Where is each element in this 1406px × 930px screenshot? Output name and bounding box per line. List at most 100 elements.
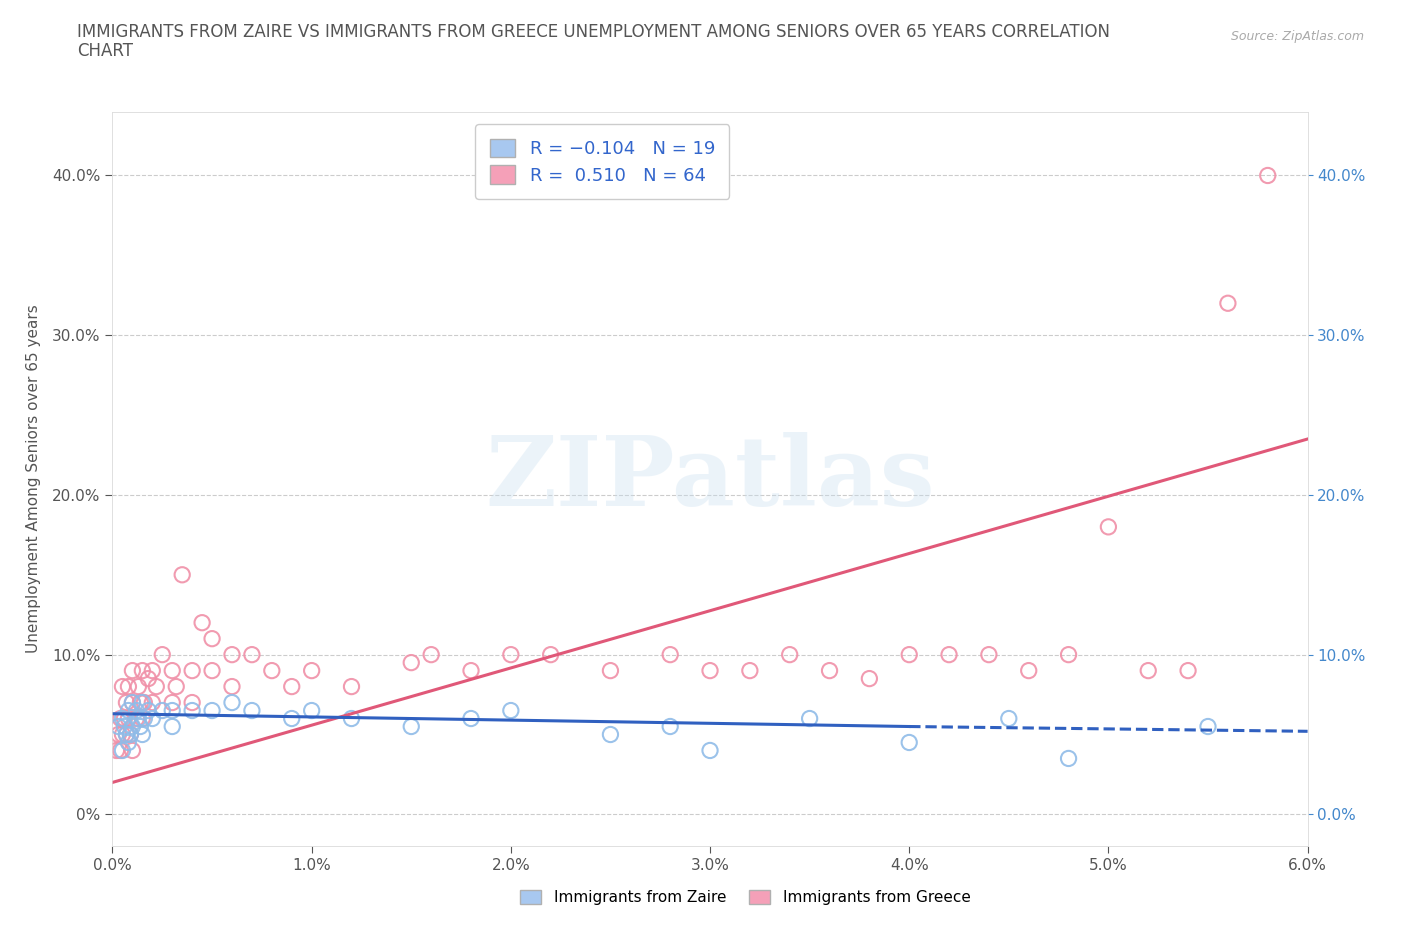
Point (110, 711, 132, 726)
Point (131, 663, 153, 678)
Point (977, 647, 1000, 662)
Point (1177, 663, 1199, 678)
Point (699, 743, 721, 758)
Point (131, 711, 153, 726)
Point (191, 616, 214, 631)
Point (401, 719, 423, 734)
Point (938, 647, 960, 662)
Text: Source: ZipAtlas.com: Source: ZipAtlas.com (1230, 30, 1364, 43)
Point (150, 647, 173, 662)
Point (460, 663, 482, 678)
Point (117, 703, 139, 718)
Point (138, 671, 160, 686)
Point (181, 703, 204, 718)
Point (125, 711, 148, 726)
Point (150, 703, 173, 718)
Point (201, 703, 224, 718)
Point (221, 679, 243, 694)
Point (1057, 647, 1080, 662)
Text: CHART: CHART (77, 42, 134, 60)
Point (165, 679, 187, 694)
Point (111, 743, 134, 758)
Point (240, 647, 263, 662)
Point (115, 727, 138, 742)
Point (117, 711, 139, 726)
Point (162, 695, 183, 710)
Legend: Immigrants from Zaire, Immigrants from Greece: Immigrants from Zaire, Immigrants from G… (512, 883, 979, 913)
Point (221, 695, 243, 710)
Point (738, 663, 761, 678)
Point (121, 743, 143, 758)
Point (129, 695, 152, 710)
Point (120, 727, 142, 742)
Point (281, 679, 304, 694)
Point (141, 695, 163, 710)
Text: IMMIGRANTS FROM ZAIRE VS IMMIGRANTS FROM GREECE UNEMPLOYMENT AMONG SENIORS OVER : IMMIGRANTS FROM ZAIRE VS IMMIGRANTS FROM… (77, 23, 1111, 41)
Point (131, 727, 153, 742)
Point (145, 679, 167, 694)
Point (107, 727, 129, 742)
Point (799, 711, 821, 726)
Point (779, 647, 801, 662)
Point (858, 671, 880, 686)
Point (499, 647, 522, 662)
Point (420, 647, 443, 662)
Point (120, 727, 142, 742)
Point (162, 703, 183, 718)
Legend: R = −0.104   N = 19, R =  0.510   N = 64: R = −0.104 N = 19, R = 0.510 N = 64 (475, 125, 730, 199)
Point (1257, 168, 1279, 183)
Point (998, 711, 1021, 726)
Point (162, 719, 183, 734)
Point (659, 719, 682, 734)
Point (127, 711, 149, 726)
Point (281, 711, 304, 726)
Point (117, 679, 139, 694)
Point (1057, 751, 1080, 766)
Point (599, 663, 621, 678)
Point (699, 663, 721, 678)
Point (340, 711, 363, 726)
Point (138, 703, 160, 718)
Point (115, 695, 138, 710)
Point (1216, 296, 1239, 311)
Point (129, 719, 152, 734)
Point (181, 695, 204, 710)
Point (898, 735, 921, 750)
Point (107, 719, 129, 734)
Point (181, 663, 204, 678)
Point (111, 679, 134, 694)
Point (460, 711, 482, 726)
Point (221, 647, 243, 662)
Point (121, 719, 143, 734)
Point (1018, 663, 1040, 678)
Point (111, 727, 134, 742)
Point (659, 647, 682, 662)
Point (260, 663, 283, 678)
Point (540, 647, 562, 662)
Point (301, 663, 323, 678)
Point (127, 679, 149, 694)
Point (121, 695, 143, 710)
Y-axis label: Unemployment Among Seniors over 65 years: Unemployment Among Seniors over 65 years (27, 305, 41, 653)
Point (201, 631, 224, 646)
Point (121, 663, 143, 678)
Point (599, 727, 621, 742)
Text: ZIPatlas: ZIPatlas (485, 432, 935, 526)
Point (1137, 663, 1160, 678)
Point (162, 663, 183, 678)
Point (115, 727, 138, 742)
Point (898, 647, 921, 662)
Point (301, 703, 323, 718)
Point (125, 703, 148, 718)
Point (114, 711, 135, 726)
Point (240, 703, 263, 718)
Point (172, 567, 194, 582)
Point (1197, 719, 1219, 734)
Point (131, 695, 153, 710)
Point (134, 711, 156, 726)
Point (121, 695, 143, 710)
Point (340, 679, 363, 694)
Point (401, 656, 423, 671)
Point (134, 695, 156, 710)
Point (818, 663, 841, 678)
